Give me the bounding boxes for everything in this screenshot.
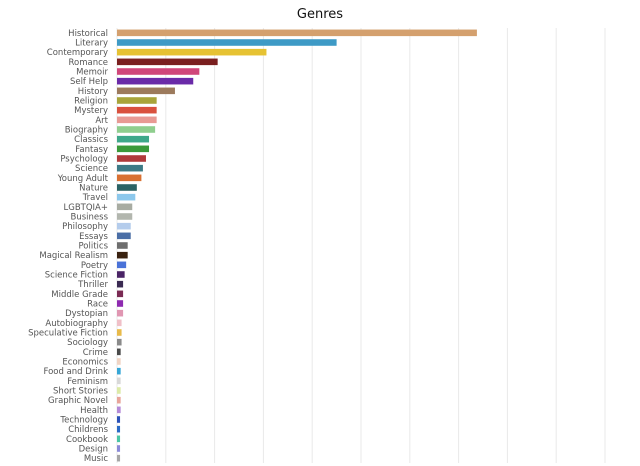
category-label: Dystopian (65, 309, 108, 319)
bar-food-and-drink (117, 367, 121, 375)
bar-thriller (117, 280, 124, 288)
category-label: Economics (62, 358, 108, 368)
category-label: Fantasy (75, 145, 108, 155)
bar-mystery (117, 106, 157, 114)
category-label: Childrens (68, 425, 108, 435)
category-label: Thriller (77, 280, 108, 290)
bar-cookbook (117, 435, 121, 443)
bar-science-fiction (117, 271, 125, 278)
bar-feminism (117, 377, 121, 385)
category-label: Nature (79, 184, 108, 194)
category-label: Design (79, 445, 108, 455)
category-label: Race (87, 300, 108, 310)
bar-music (117, 454, 121, 462)
bar-race (117, 300, 124, 307)
bar-literary (117, 39, 337, 46)
bar-classics (117, 135, 150, 143)
category-label: Science Fiction (45, 271, 108, 281)
bar-lgbtqia- (117, 203, 133, 211)
bar-sociology (117, 338, 122, 346)
bar-romance (117, 58, 218, 66)
bar-science (117, 164, 143, 172)
bar-technology (117, 416, 121, 423)
category-label: Self Help (70, 77, 108, 87)
category-label: Art (95, 116, 108, 126)
bar-historical (117, 29, 477, 37)
bar-design (117, 445, 121, 452)
bar-history (117, 87, 175, 95)
category-label: Autobiography (45, 319, 108, 329)
bar-childrens (117, 425, 121, 433)
category-label: Young Adult (57, 174, 109, 184)
category-label: Graphic Novel (48, 396, 108, 406)
bar-politics (117, 242, 128, 249)
bar-crime (117, 348, 121, 356)
bar-short-stories (117, 387, 121, 394)
category-label: Crime (83, 348, 108, 358)
bar-self-help (117, 77, 194, 85)
bar-psychology (117, 155, 146, 162)
category-label: Music (84, 454, 109, 464)
category-label: Poetry (81, 261, 108, 271)
category-label: Short Stories (53, 387, 109, 397)
bars (117, 29, 477, 462)
category-label: Business (71, 213, 109, 223)
category-label: Essays (79, 232, 108, 242)
bar-speculative-fiction (117, 329, 122, 336)
bar-religion (117, 97, 157, 104)
bar-graphic-novel (117, 396, 121, 404)
category-label: Mystery (74, 106, 108, 116)
bar-dystopian (117, 309, 124, 317)
category-label: Biography (65, 126, 108, 136)
category-label: Middle Grade (51, 290, 108, 300)
bar-economics (117, 358, 121, 365)
bar-middle-grade (117, 290, 124, 298)
gridlines (116, 28, 606, 463)
category-label: Historical (68, 29, 108, 39)
category-label: Psychology (60, 155, 108, 165)
category-label: LGBTQIA+ (64, 203, 108, 213)
bar-travel (117, 193, 136, 201)
bar-biography (117, 126, 156, 133)
category-label: Religion (74, 97, 108, 107)
category-label: Speculative Fiction (28, 329, 108, 339)
category-label: Food and Drink (44, 367, 109, 377)
bar-contemporary (117, 48, 267, 56)
bar-business (117, 213, 133, 220)
category-label: Sociology (67, 338, 108, 348)
bar-magical-realism (117, 251, 128, 259)
category-label: Feminism (67, 377, 108, 387)
category-label: Memoir (76, 68, 108, 78)
category-label: Romance (68, 58, 108, 68)
bar-nature (117, 184, 137, 191)
chart-title: Genres (297, 7, 343, 22)
bar-philosophy (117, 222, 131, 230)
category-label: Philosophy (62, 222, 108, 232)
bar-essays (117, 232, 131, 240)
category-label: Magical Realism (39, 251, 108, 261)
category-label: Science (75, 164, 108, 174)
bar-art (117, 116, 157, 124)
bar-memoir (117, 68, 200, 75)
bar-poetry (117, 261, 127, 269)
bar-young-adult (117, 174, 142, 182)
category-label: Technology (59, 416, 108, 426)
category-label: Politics (78, 242, 108, 252)
category-label: Health (80, 406, 108, 416)
category-labels: HistoricalLiteraryContemporaryRomanceMem… (28, 29, 109, 464)
category-label: Contemporary (47, 48, 108, 58)
bar-fantasy (117, 145, 150, 153)
bar-autobiography (117, 319, 122, 327)
category-label: Classics (74, 135, 108, 145)
bar-health (117, 406, 121, 414)
category-label: Cookbook (66, 435, 108, 445)
category-label: Travel (82, 193, 108, 203)
category-label: History (78, 87, 108, 97)
category-label: Literary (75, 39, 108, 49)
